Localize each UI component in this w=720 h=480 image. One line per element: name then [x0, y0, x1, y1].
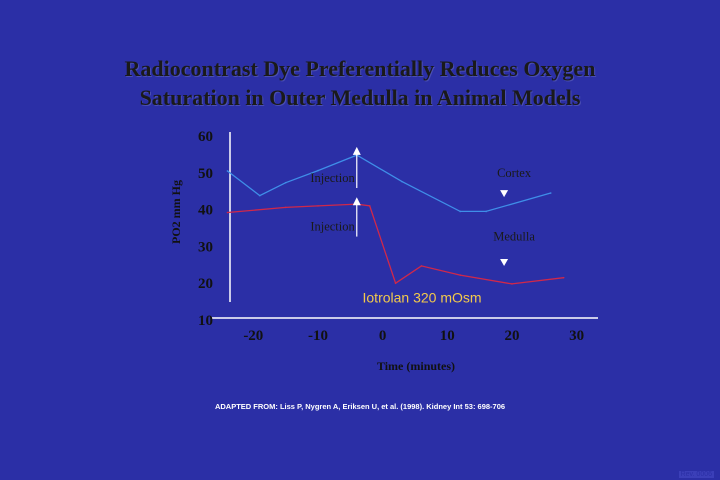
chart-title-line-1: Radiocontrast Dye Preferentially Reduces…: [124, 56, 596, 81]
x-tick-label-0: -20: [243, 328, 263, 344]
y-tick-label-2: 30: [198, 239, 213, 255]
data-point-medulla-1: [284, 206, 287, 209]
slide-code: Rev. 0006: [678, 471, 714, 478]
annotation-medulla-marker: [500, 258, 509, 266]
data-point-medulla-7: [459, 274, 462, 276]
data-point-medulla-0: [226, 211, 229, 214]
series-line-medulla: [227, 203, 564, 285]
data-point-cortex-3: [317, 169, 319, 172]
x-axis-label: Time (minutes): [377, 359, 455, 373]
y-axis-label: PO2 mm Hg: [169, 180, 183, 244]
annotation-injection-label-0: Injection: [310, 171, 355, 185]
chart-title: Radiocontrast Dye Preferentially Reduces…: [0, 54, 720, 112]
y-tick-label-0: 10: [198, 313, 213, 329]
data-point-medulla-5: [394, 282, 397, 285]
annotation-cortex-label: Cortex: [497, 166, 532, 180]
data-point-cortex-5: [401, 180, 403, 183]
data-point-medulla-6: [420, 265, 423, 267]
y-tick-label-5: 60: [198, 129, 213, 145]
injection-arrow-head-0: [352, 146, 361, 155]
y-tick-label-3: 40: [198, 203, 213, 219]
data-point-medulla-2: [317, 205, 319, 207]
annotation-medulla-label: Medulla: [493, 230, 535, 244]
annotation-drug-label: Iotrolan 320 mOsm: [363, 290, 482, 306]
injection-arrow-head-1: [352, 197, 361, 206]
chart-title-line-2: Saturation in Outer Medulla in Animal Mo…: [139, 85, 581, 110]
annotation-injection-label-1: Injection: [310, 220, 355, 234]
data-point-cortex-6: [459, 210, 462, 213]
x-tick-label-1: -10: [308, 328, 328, 344]
y-tick-label-1: 20: [198, 276, 213, 292]
source-citation: ADAPTED FROM: Liss P, Nygren A, Eriksen …: [214, 402, 506, 411]
data-point-cortex-8: [549, 192, 552, 194]
series-line-cortex: [227, 154, 551, 213]
data-point-medulla-4: [368, 205, 371, 207]
annotation-cortex-marker: [500, 190, 509, 198]
x-tick-label-4: 20: [504, 328, 519, 344]
data-point-cortex-1: [258, 194, 261, 197]
data-point-medulla-9: [562, 276, 565, 279]
x-tick-label-3: 10: [440, 328, 455, 344]
data-point-medulla-8: [511, 283, 513, 285]
x-tick-label-5: 30: [569, 328, 584, 344]
data-point-cortex-0: [226, 170, 229, 172]
data-point-cortex-7: [485, 210, 487, 213]
data-point-cortex-2: [284, 181, 287, 184]
y-tick-label-4: 50: [198, 166, 213, 182]
x-tick-label-2: 0: [379, 328, 387, 344]
